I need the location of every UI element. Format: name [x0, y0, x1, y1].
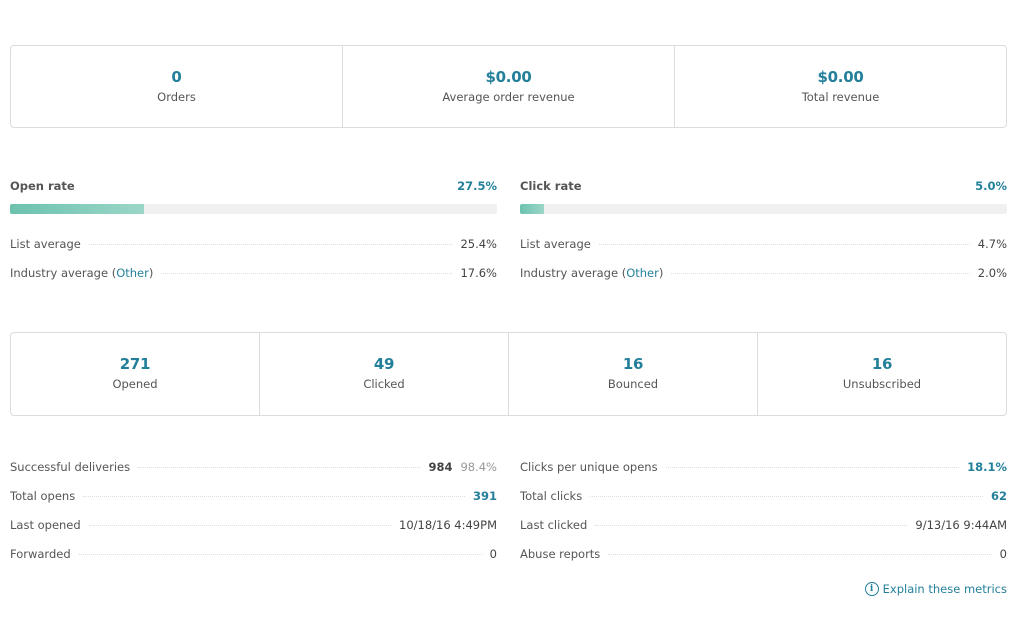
open-rate-title: Open rate — [10, 179, 75, 193]
explain-metrics-label: Explain these metrics — [882, 582, 1007, 596]
last-clicked-row: Last clicked 9/13/16 9:44AM — [520, 518, 1007, 547]
open-list-average-row: List average 25.4% — [10, 237, 497, 266]
total-revenue-stat: $0.00 Total revenue — [674, 46, 1006, 127]
row-value: 18.1% — [967, 460, 1007, 474]
row-label: Forwarded — [10, 547, 71, 561]
row-value: 17.6% — [460, 266, 497, 280]
stat-value: $0.00 — [817, 68, 864, 86]
click-stats: Clicks per unique opens 18.1% Total click… — [520, 460, 1007, 576]
revenue-summary: 0 Orders $0.00 Average order revenue $0.00… — [10, 45, 1007, 128]
row-label: Industry average ( — [10, 266, 117, 280]
clicks-per-unique-opens-row: Clicks per unique opens 18.1% — [520, 460, 1007, 489]
opened-stat[interactable]: 271 Opened — [11, 333, 259, 415]
row-label: List average — [520, 237, 591, 251]
open-rate-value: 27.5% — [457, 179, 497, 193]
info-icon: i — [864, 582, 879, 596]
row-label: Industry average ( — [520, 266, 627, 280]
row-label: Clicks per unique opens — [520, 460, 658, 474]
click-rate-title: Click rate — [520, 179, 582, 193]
row-label: Last clicked — [520, 518, 588, 532]
stat-label: Bounced — [607, 377, 659, 391]
click-rate-value: 5.0% — [975, 179, 1007, 193]
row-label: Last opened — [10, 518, 81, 532]
stat-label: Total revenue — [801, 90, 880, 104]
explain-metrics-link[interactable]: i Explain these metrics — [864, 582, 1007, 596]
row-value: 10/18/16 4:49PM — [399, 518, 497, 532]
row-label: Abuse reports — [520, 547, 601, 561]
delivery-stats: Successful deliveries 984 98.4% Total open… — [10, 460, 497, 576]
forwarded-row: Forwarded 0 — [10, 547, 497, 576]
stat-value: 0 — [171, 68, 182, 86]
industry-other-link[interactable]: Other — [116, 266, 149, 280]
industry-other-link[interactable]: Other — [626, 266, 659, 280]
stat-value: 271 — [119, 355, 151, 373]
row-value: 0 — [999, 547, 1007, 561]
open-rate-bar — [10, 204, 497, 214]
unsubscribed-stat[interactable]: 16 Unsubscribed — [757, 333, 1006, 415]
total-opens-row: Total opens 391 — [10, 489, 497, 518]
abuse-reports-row: Abuse reports 0 — [520, 547, 1007, 576]
open-industry-average-row: Industry average (Other) 17.6% — [10, 266, 497, 295]
successful-deliveries-row: Successful deliveries 984 98.4% — [10, 460, 497, 489]
row-value: 9/13/16 9:44AM — [915, 518, 1007, 532]
total-clicks-row: Total clicks 62 — [520, 489, 1007, 518]
stat-value: $0.00 — [485, 68, 532, 86]
paren: ) — [148, 266, 154, 280]
bounced-stat[interactable]: 16 Bounced — [508, 333, 757, 415]
paren: ) — [658, 266, 664, 280]
click-rate-section: Click rate 5.0% List average 4.7% Industry… — [520, 179, 1007, 295]
orders-stat: 0 Orders — [11, 46, 342, 127]
open-rate-bar-fill — [10, 204, 144, 214]
row-label: Successful deliveries — [10, 460, 131, 474]
row-value[interactable]: 391 — [472, 489, 497, 503]
row-value[interactable]: 62 — [990, 489, 1007, 503]
last-opened-row: Last opened 10/18/16 4:49PM — [10, 518, 497, 547]
stat-value: 16 — [871, 355, 893, 373]
avg-order-revenue-stat: $0.00 Average order revenue — [342, 46, 674, 127]
row-value: 0 — [489, 547, 497, 561]
click-list-average-row: List average 4.7% — [520, 237, 1007, 266]
stat-value: 16 — [622, 355, 644, 373]
open-rate-section: Open rate 27.5% List average 25.4% Industr… — [10, 179, 497, 295]
clicked-stat[interactable]: 49 Clicked — [259, 333, 508, 415]
stat-value: 49 — [373, 355, 395, 373]
stat-label: Average order revenue — [442, 90, 575, 104]
row-label: List average — [10, 237, 81, 251]
click-rate-bar-fill — [520, 204, 545, 214]
stat-label: Orders — [157, 90, 196, 104]
click-rate-bar — [520, 204, 1007, 214]
row-value: 25.4% — [460, 237, 497, 251]
row-percent: 98.4% — [460, 460, 497, 474]
stat-label: Unsubscribed — [842, 377, 922, 391]
stat-label: Clicked — [363, 377, 405, 391]
engagement-summary: 271 Opened 49 Clicked 16 Bounced 16 Unsubscr… — [10, 332, 1007, 416]
row-value: 4.7% — [977, 237, 1007, 251]
row-label: Total opens — [10, 489, 76, 503]
row-value: 984 — [428, 460, 453, 474]
click-industry-average-row: Industry average (Other) 2.0% — [520, 266, 1007, 295]
row-label: Total clicks — [520, 489, 583, 503]
row-value: 2.0% — [977, 266, 1007, 280]
stat-label: Opened — [112, 377, 158, 391]
